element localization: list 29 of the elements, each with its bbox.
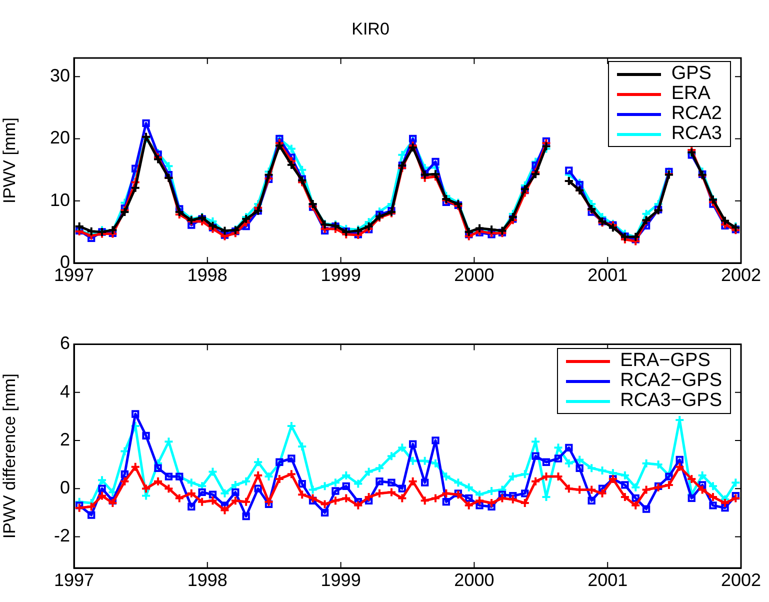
legend-label: ERA bbox=[671, 83, 710, 105]
x-tick-label: 1998 bbox=[187, 570, 228, 590]
legend-label: ERA−GPS bbox=[620, 350, 710, 372]
chart-title: KIR0 bbox=[352, 19, 390, 38]
x-tick-label: 2001 bbox=[588, 570, 628, 590]
y-tick-label: 6 bbox=[60, 333, 70, 354]
legend-label: GPS bbox=[671, 63, 712, 85]
x-tick-label: 2000 bbox=[454, 264, 494, 285]
y-axis-title: IPWV difference [mm] bbox=[0, 374, 19, 539]
legend-label: RCA3 bbox=[671, 123, 722, 145]
legend-label: RCA2 bbox=[671, 103, 722, 125]
legend-label: RCA3−GPS bbox=[620, 390, 722, 412]
x-tick-label: 1999 bbox=[320, 264, 361, 285]
x-tick-label: 2000 bbox=[454, 570, 494, 590]
x-tick-label: 2001 bbox=[588, 264, 628, 285]
y-tick-label: 4 bbox=[60, 381, 70, 402]
x-tick-label: 1998 bbox=[187, 264, 228, 285]
legend-label: RCA2−GPS bbox=[620, 370, 722, 392]
y-tick-label: 30 bbox=[50, 66, 70, 86]
y-tick-label: 10 bbox=[50, 190, 70, 210]
x-tick-label: 1997 bbox=[54, 570, 94, 590]
y-tick-label: 20 bbox=[50, 128, 70, 148]
y-axis-title: IPWV [mm] bbox=[0, 118, 19, 204]
x-tick-label: 2002 bbox=[720, 264, 762, 285]
x-tick-label: 1999 bbox=[320, 570, 361, 590]
y-tick-label: 2 bbox=[60, 429, 70, 450]
y-tick-label: 0 bbox=[60, 478, 70, 498]
x-tick-label: 2002 bbox=[720, 570, 762, 590]
y-tick-label: -2 bbox=[54, 526, 70, 546]
